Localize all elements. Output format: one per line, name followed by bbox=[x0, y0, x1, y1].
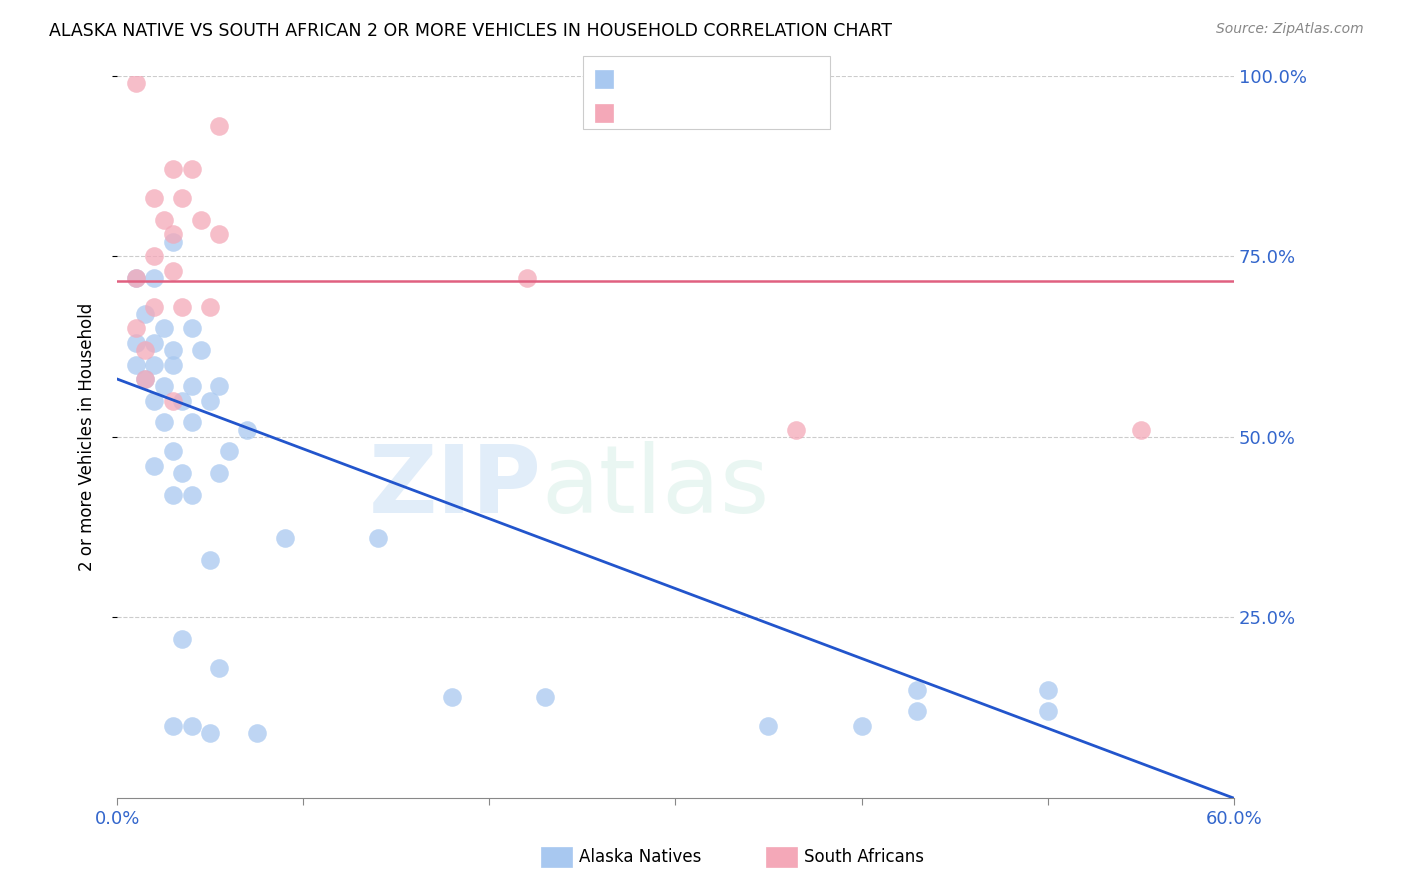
Text: atlas: atlas bbox=[541, 442, 769, 533]
Point bbox=[1036, 705, 1059, 719]
Point bbox=[143, 358, 166, 372]
Point bbox=[143, 270, 166, 285]
Point bbox=[208, 466, 231, 480]
Point bbox=[441, 690, 464, 704]
Point bbox=[143, 191, 166, 205]
Point bbox=[152, 379, 174, 393]
Text: 46: 46 bbox=[766, 64, 786, 82]
Y-axis label: 2 or more Vehicles in Household: 2 or more Vehicles in Household bbox=[79, 302, 96, 571]
Text: N =: N = bbox=[727, 64, 766, 82]
Point bbox=[143, 393, 166, 408]
Point bbox=[208, 661, 231, 675]
Point bbox=[516, 270, 538, 285]
Point bbox=[208, 227, 231, 242]
Text: -0.586: -0.586 bbox=[659, 64, 720, 82]
Text: ZIP: ZIP bbox=[368, 442, 541, 533]
Point bbox=[1036, 682, 1059, 697]
Point bbox=[273, 531, 295, 545]
Point bbox=[162, 343, 184, 358]
Point bbox=[534, 690, 557, 704]
Point bbox=[162, 488, 184, 502]
Point bbox=[125, 270, 148, 285]
Point bbox=[134, 372, 156, 386]
Text: Source: ZipAtlas.com: Source: ZipAtlas.com bbox=[1216, 22, 1364, 37]
Point bbox=[162, 162, 184, 177]
Text: 0.006: 0.006 bbox=[659, 100, 720, 118]
Point bbox=[152, 213, 174, 227]
Point bbox=[172, 632, 194, 647]
Point bbox=[208, 379, 231, 393]
Point bbox=[162, 719, 184, 733]
Point bbox=[172, 191, 194, 205]
Point bbox=[851, 719, 873, 733]
Point bbox=[198, 300, 221, 314]
Point bbox=[180, 488, 202, 502]
Point bbox=[905, 705, 928, 719]
Point bbox=[172, 393, 194, 408]
Point bbox=[162, 235, 184, 249]
Point bbox=[180, 321, 202, 335]
Text: South Africans: South Africans bbox=[804, 848, 924, 866]
Point bbox=[367, 531, 389, 545]
Point bbox=[198, 393, 221, 408]
Point bbox=[172, 300, 194, 314]
Point bbox=[180, 379, 202, 393]
Point bbox=[152, 416, 174, 430]
Text: ALASKA NATIVE VS SOUTH AFRICAN 2 OR MORE VEHICLES IN HOUSEHOLD CORRELATION CHART: ALASKA NATIVE VS SOUTH AFRICAN 2 OR MORE… bbox=[49, 22, 893, 40]
Point bbox=[190, 343, 212, 358]
Point bbox=[143, 458, 166, 473]
Point bbox=[134, 307, 156, 321]
Point bbox=[246, 726, 269, 740]
Point bbox=[143, 335, 166, 350]
Point bbox=[1129, 423, 1152, 437]
Point bbox=[143, 249, 166, 263]
Point bbox=[143, 300, 166, 314]
Text: 28: 28 bbox=[766, 100, 786, 118]
Point bbox=[162, 358, 184, 372]
Point bbox=[905, 682, 928, 697]
Point bbox=[162, 393, 184, 408]
Point bbox=[172, 466, 194, 480]
Point bbox=[208, 119, 231, 133]
Point bbox=[162, 263, 184, 277]
Text: R =: R = bbox=[620, 100, 659, 118]
Point bbox=[125, 270, 148, 285]
Point bbox=[198, 726, 221, 740]
Text: Alaska Natives: Alaska Natives bbox=[579, 848, 702, 866]
Point bbox=[180, 416, 202, 430]
Point bbox=[190, 213, 212, 227]
Point bbox=[236, 423, 259, 437]
Text: N =: N = bbox=[727, 100, 766, 118]
Point bbox=[758, 719, 780, 733]
Text: R =: R = bbox=[620, 64, 659, 82]
Point bbox=[198, 552, 221, 566]
Point bbox=[180, 719, 202, 733]
Point bbox=[125, 358, 148, 372]
Point bbox=[152, 321, 174, 335]
Point bbox=[180, 162, 202, 177]
Point bbox=[125, 335, 148, 350]
Point bbox=[785, 423, 807, 437]
Point bbox=[125, 76, 148, 90]
Point bbox=[134, 343, 156, 358]
Point bbox=[162, 444, 184, 458]
Point bbox=[218, 444, 240, 458]
Point bbox=[162, 227, 184, 242]
Point bbox=[134, 372, 156, 386]
Point bbox=[125, 321, 148, 335]
